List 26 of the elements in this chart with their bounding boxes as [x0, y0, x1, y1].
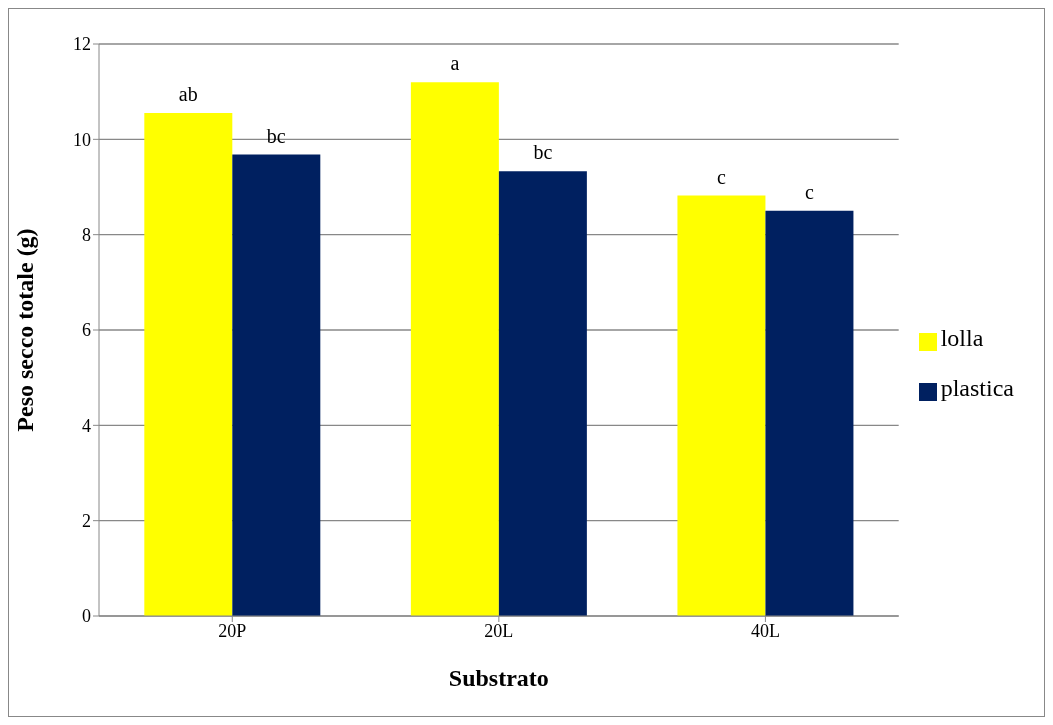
- y-tick-label: 8: [82, 225, 91, 246]
- bar: [410, 82, 499, 616]
- data-label: a: [450, 52, 460, 75]
- bar: [498, 171, 587, 616]
- y-tick-label: 2: [82, 511, 91, 532]
- bar: [765, 210, 854, 616]
- bar: [232, 154, 321, 616]
- bar: [677, 195, 766, 616]
- data-label: c: [717, 165, 726, 188]
- x-axis-title: Substrato: [448, 665, 549, 691]
- y-tick-label: 6: [82, 320, 91, 341]
- bar: [144, 113, 233, 616]
- y-tick-label: 0: [82, 606, 91, 627]
- data-label: ab: [178, 83, 198, 106]
- data-label: bc: [266, 124, 286, 147]
- data-label: bc: [533, 141, 553, 164]
- y-tick-label: 4: [82, 415, 91, 436]
- y-tick-label: 12: [73, 34, 91, 55]
- y-tick-label: 10: [73, 129, 91, 150]
- x-tick-label: 20P: [218, 620, 247, 641]
- x-tick-label: 40L: [750, 620, 780, 641]
- y-axis-title: Peso secco totale (g): [11, 228, 38, 432]
- x-tick-label: 20L: [484, 620, 514, 641]
- legend-label: lolla: [940, 324, 984, 351]
- legend-label: plastica: [940, 374, 1014, 401]
- data-label: c: [805, 180, 814, 203]
